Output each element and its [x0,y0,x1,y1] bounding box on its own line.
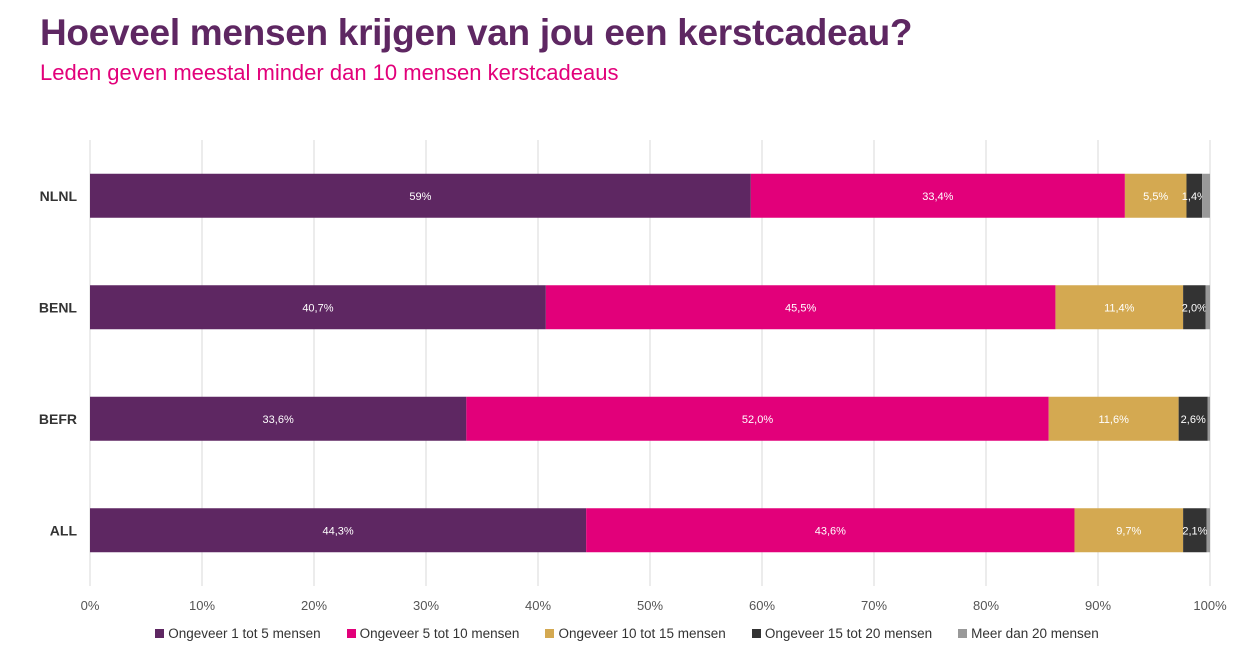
category-label: NLNL [40,188,78,204]
legend-swatch [346,629,356,638]
bar-segment [90,173,751,218]
legend-swatch [155,629,165,638]
legend-item: Ongeveer 1 tot 5 mensen [155,626,321,641]
data-label: 45,5% [785,302,816,314]
x-tick-label: 40% [525,598,551,613]
chart-title: Hoeveel mensen krijgen van jou een kerst… [40,12,913,53]
x-tick-label: 10% [189,598,215,613]
bar-segment [1206,508,1210,553]
bar-segment [90,285,546,330]
category-label: ALL [50,522,78,538]
data-label: 2,6% [1181,414,1206,426]
x-tick-label: 30% [413,598,439,613]
data-label: 9,7% [1116,525,1141,537]
bar-segment [1055,285,1184,330]
legend-item: Ongeveer 5 tot 10 mensen [346,626,520,641]
bar-segment [1124,173,1187,218]
legend-label: Ongeveer 10 tot 15 mensen [558,626,726,641]
bar-segment [1048,396,1179,441]
x-tick-label: 70% [861,598,887,613]
chart-legend: Ongeveer 1 tot 5 mensen Ongeveer 5 tot 10… [0,626,1254,641]
bar-segment [586,508,1075,553]
bar-segment [90,396,467,441]
data-label: 44,3% [322,525,353,537]
legend-label: Ongeveer 15 tot 20 mensen [764,626,933,641]
bar-segment [1183,508,1207,553]
legend-label: Ongeveer 5 tot 10 mensen [359,626,520,641]
bar-segment [1202,173,1210,218]
legend-item: Meer dan 20 mensen [958,626,1099,641]
legend-label: Ongeveer 1 tot 5 mensen [168,626,321,641]
data-label: 40,7% [302,302,333,314]
legend-label: Meer dan 20 mensen [971,626,1099,641]
x-tick-label: 50% [637,598,663,613]
chart-subtitle: Leden geven meestal minder dan 10 mensen… [40,60,619,85]
bar-segment [1207,396,1210,441]
bar-segment [750,173,1125,218]
bar-segment [1186,173,1203,218]
legend-swatch [751,629,761,638]
legend-item: Ongeveer 10 tot 15 mensen [545,626,726,641]
bar-segment [1074,508,1184,553]
data-label: 1,4% [1182,191,1207,203]
data-label: 33,6% [263,414,294,426]
category-label: BENL [39,299,78,315]
bar-segment [90,508,587,553]
bar-segment [466,396,1049,441]
bar-segment [1183,285,1206,330]
x-tick-label: 100% [1193,598,1227,613]
stacked-bar-chart: 0% 10% 20% 30% 40% 50% 60% 70% 80% 90% 100% NLNL 59%… [39,140,1227,613]
data-label: 59% [409,191,431,203]
data-label: 33,4% [922,191,953,203]
data-label: 52,0% [742,414,773,426]
data-label: 11,4% [1104,302,1135,314]
data-label: 2,1% [1182,525,1207,537]
legend-swatch [545,629,555,638]
legend-swatch [958,629,968,638]
x-tick-label: 0% [81,598,100,613]
data-label: 43,6% [815,525,846,537]
x-tick-label: 80% [973,598,999,613]
legend-item: Ongeveer 15 tot 20 mensen [751,626,933,641]
category-label: BEFR [39,411,77,427]
bar-segment [1178,396,1208,441]
x-tick-label: 20% [301,598,327,613]
data-label: 11,6% [1098,414,1129,426]
bar-segment [1205,285,1210,330]
x-tick-label: 60% [749,598,775,613]
bar-segment [545,285,1056,330]
x-tick-label: 90% [1085,598,1111,613]
data-label: 2,0% [1182,302,1207,314]
data-label: 5,5% [1143,191,1168,203]
